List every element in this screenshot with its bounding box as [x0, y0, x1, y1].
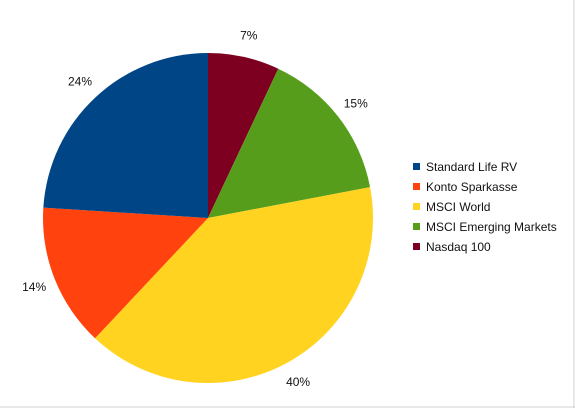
- pie-slices: [43, 52, 374, 384]
- pct-label-msci-emerging-markets: 15%: [344, 96, 368, 110]
- legend-swatch-konto-sparkasse: [413, 183, 420, 190]
- legend-swatch-nasdaq-100: [413, 243, 420, 250]
- slice-konto-sparkasse: [43, 207, 208, 339]
- pct-label-nasdaq-100: 7%: [240, 29, 258, 43]
- pct-label-konto-sparkasse: 14%: [22, 280, 46, 294]
- legend-label-standard-life-rv: Standard Life RV: [426, 160, 517, 174]
- legend-swatch-standard-life-rv: [413, 163, 420, 170]
- slice-standard-life-rv: [43, 53, 208, 218]
- legend: Standard Life RV Konto Sparkasse MSCI Worl…: [413, 160, 557, 254]
- legend-label-konto-sparkasse: Konto Sparkasse: [426, 180, 518, 194]
- legend-label-msci-emerging-markets: MSCI Emerging Markets: [426, 220, 557, 234]
- legend-swatch-msci-emerging-markets: [413, 223, 420, 230]
- slice-labels: 7% 15% 40% 14% 24%: [22, 29, 368, 389]
- pct-label-standard-life-rv: 24%: [68, 75, 92, 89]
- slice-msci-world: [95, 187, 374, 384]
- legend-label-msci-world: MSCI World: [426, 200, 490, 214]
- pct-label-msci-world: 40%: [286, 375, 310, 389]
- slice-nasdaq-100: [208, 52, 279, 218]
- legend-swatch-msci-world: [413, 203, 420, 210]
- legend-label-nasdaq-100: Nasdaq 100: [426, 240, 491, 254]
- slice-msci-emerging-markets: [208, 68, 371, 218]
